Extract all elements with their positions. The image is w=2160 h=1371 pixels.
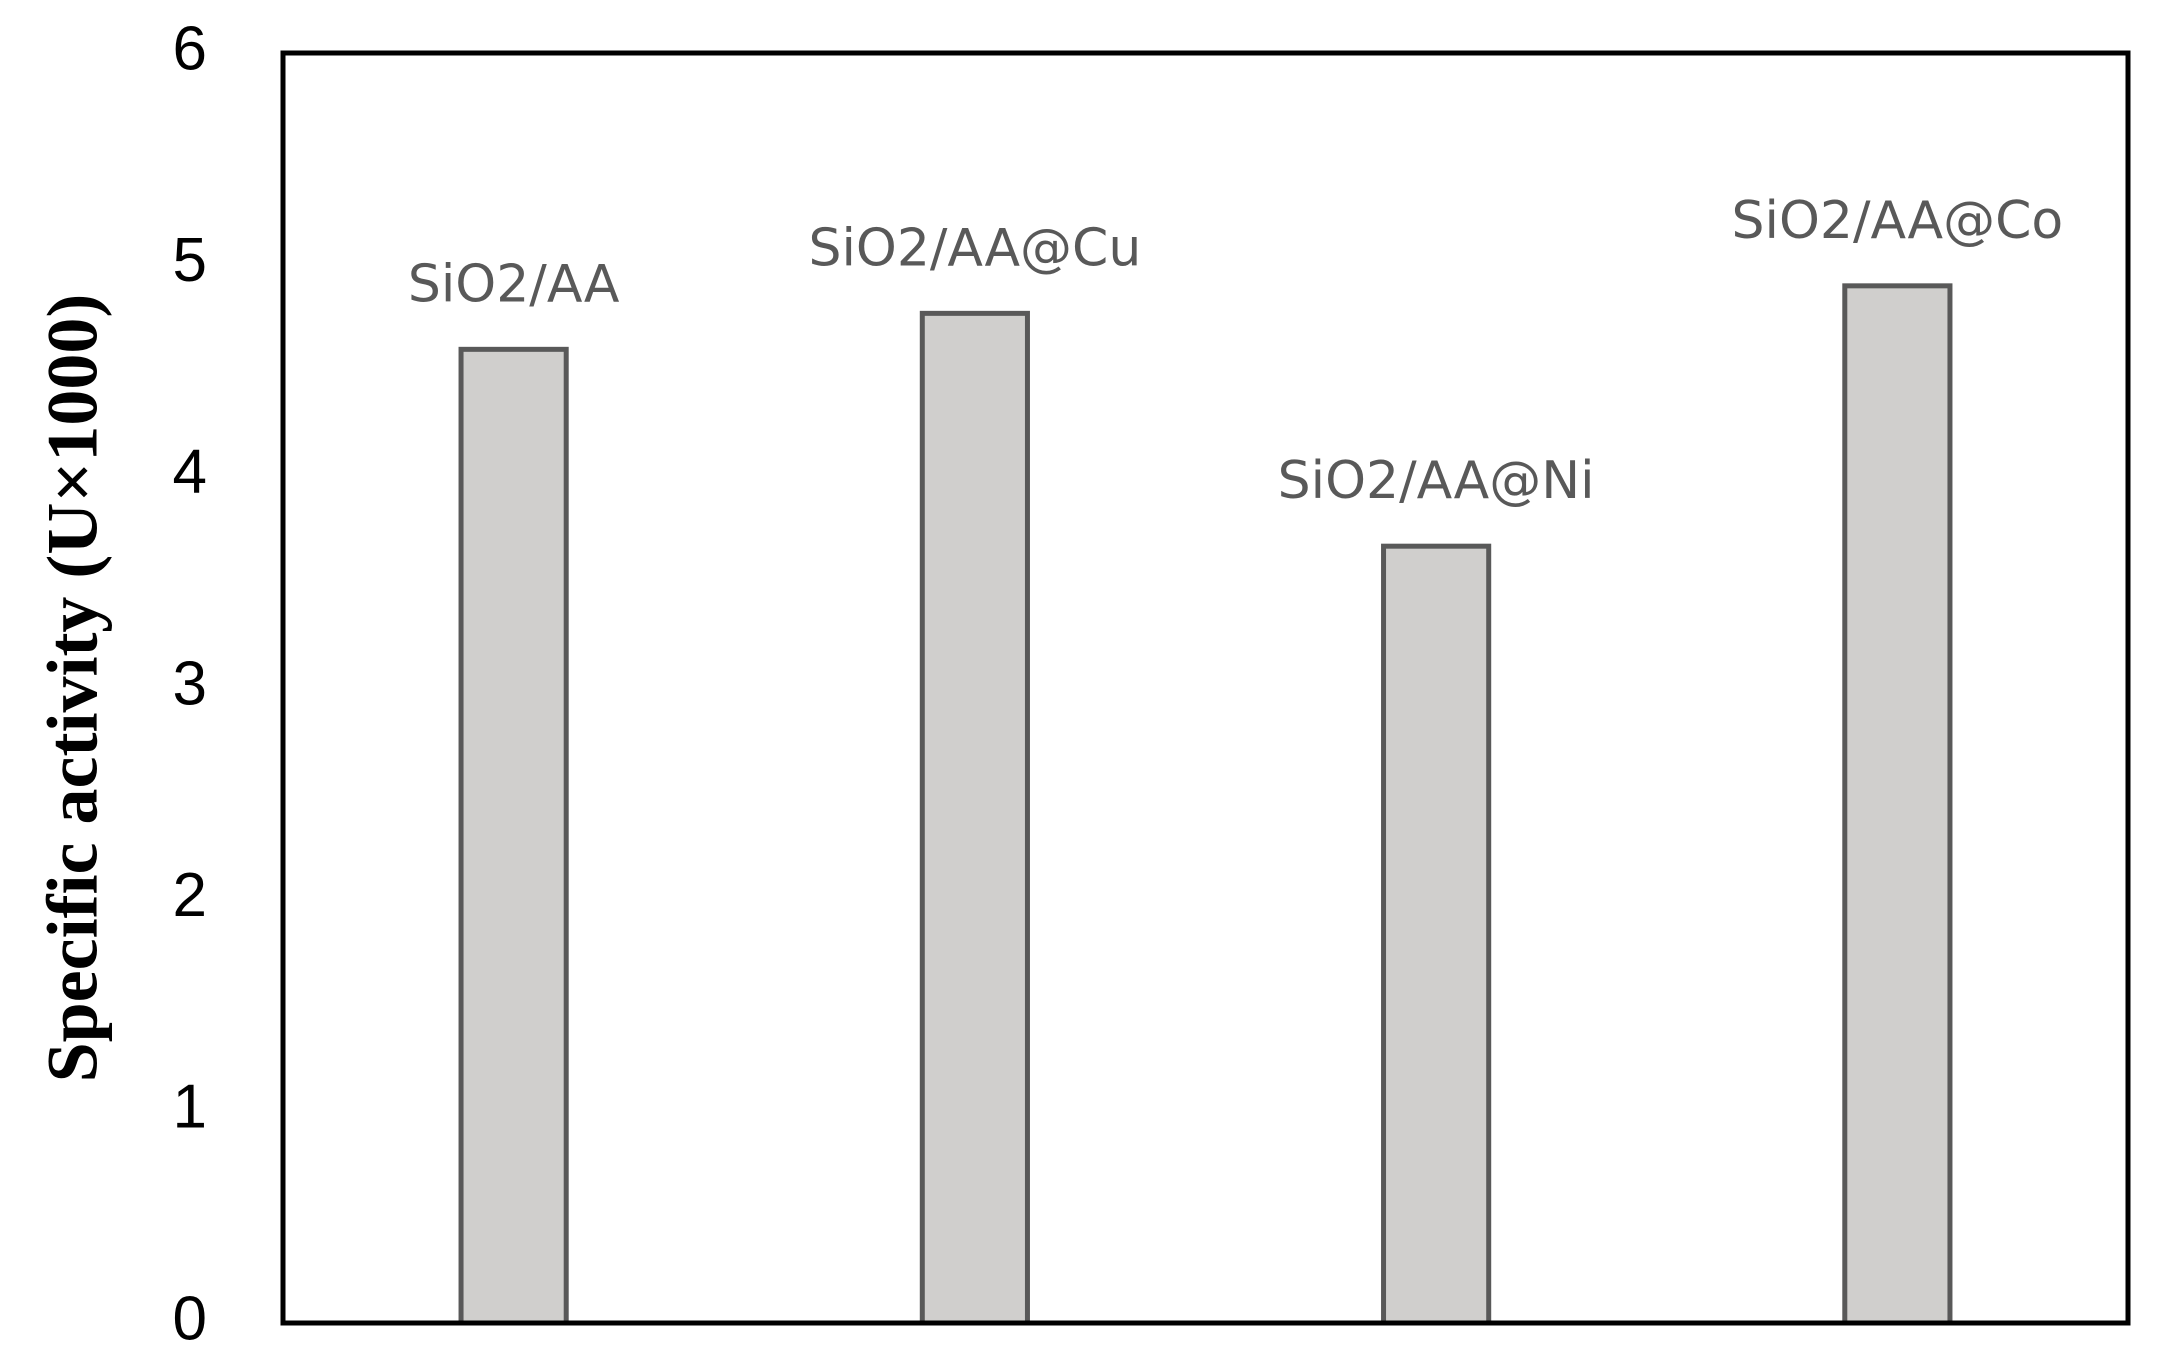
bar bbox=[458, 346, 569, 1326]
y-tick-label: 6 bbox=[173, 14, 207, 83]
y-tick-label: 0 bbox=[173, 1284, 207, 1353]
y-axis-label: Specific activity (U×1000) bbox=[33, 294, 113, 1083]
bar-label: SiO2/AA bbox=[408, 254, 620, 314]
bar bbox=[919, 310, 1030, 1326]
y-tick-label: 5 bbox=[173, 226, 207, 295]
y-tick-label: 2 bbox=[173, 861, 207, 930]
bar bbox=[1842, 283, 1953, 1326]
y-tick-label: 1 bbox=[173, 1073, 207, 1142]
plot-frame bbox=[280, 50, 2131, 1326]
y-tick-label: 4 bbox=[173, 438, 207, 507]
bar bbox=[1381, 543, 1492, 1326]
bar-label: SiO2/AA@Cu bbox=[808, 218, 1141, 278]
bar-label: SiO2/AA@Ni bbox=[1278, 451, 1595, 511]
y-tick-label: 3 bbox=[173, 649, 207, 718]
bar-label: SiO2/AA@Co bbox=[1732, 191, 2064, 251]
